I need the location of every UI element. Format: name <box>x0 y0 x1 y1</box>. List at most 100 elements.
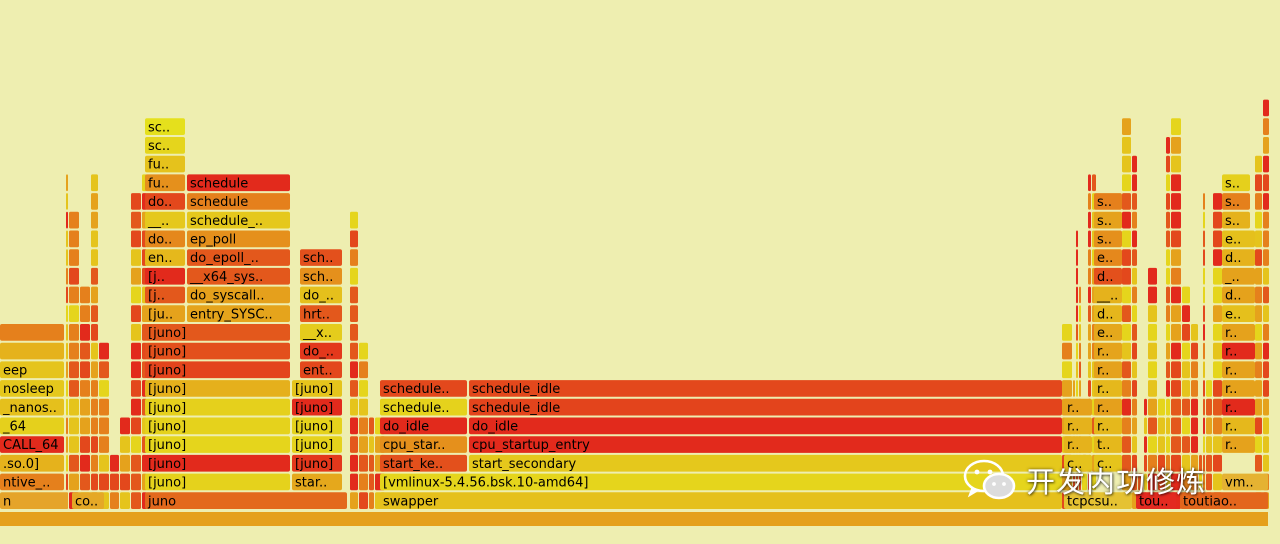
flame-frame-small[interactable] <box>359 492 368 509</box>
flame-frame-rect[interactable] <box>1222 436 1255 453</box>
flame-frame-small[interactable] <box>69 286 79 304</box>
flame-frame-small[interactable] <box>1166 305 1170 322</box>
flame-frame-small[interactable] <box>1171 155 1181 173</box>
flame-frame-rect[interactable] <box>469 417 1062 435</box>
flame-frame-small[interactable] <box>131 305 141 322</box>
flame-frame-small[interactable] <box>131 380 141 397</box>
flame-frame[interactable]: __.. <box>145 211 185 229</box>
flame-frame-small[interactable] <box>1171 342 1181 360</box>
flame-frame-small[interactable] <box>1088 324 1091 341</box>
flame-frame-rect[interactable] <box>0 454 64 472</box>
flame-frame-small[interactable] <box>1088 473 1091 491</box>
flame-frame-small[interactable] <box>1191 436 1198 453</box>
flame-frame[interactable]: r.. <box>1222 380 1255 397</box>
flame-frame-small[interactable] <box>99 342 109 360</box>
flame-frame-rect[interactable] <box>292 417 342 435</box>
flame-frame-small[interactable] <box>1166 324 1170 341</box>
flame-frame[interactable]: do_syscall.. <box>187 286 290 304</box>
flame-frame[interactable]: s.. <box>1094 193 1122 210</box>
flame-frame-small[interactable] <box>1206 454 1212 472</box>
flame-frame-small[interactable] <box>1148 398 1157 416</box>
flame-frame[interactable]: fu.. <box>145 155 185 173</box>
flame-frame[interactable]: [juno] <box>292 454 342 472</box>
flame-frame-rect[interactable] <box>1222 361 1255 379</box>
flame-frame-rect[interactable] <box>1222 286 1255 304</box>
flame-frame-small[interactable] <box>66 286 68 304</box>
flame-frame[interactable]: __x.. <box>300 324 342 341</box>
flame-frame-small[interactable] <box>1122 473 1131 491</box>
flame-frame[interactable]: do_.. <box>300 286 342 304</box>
flame-frame[interactable]: cpu_star.. <box>380 436 467 453</box>
flame-frame[interactable]: r.. <box>1222 324 1255 341</box>
flame-frame-rect[interactable] <box>300 324 342 341</box>
flame-frame-rect[interactable] <box>469 436 1062 453</box>
flame-frame-small[interactable] <box>66 249 68 266</box>
flame-frame-small[interactable] <box>1158 417 1165 435</box>
flame-frame-small[interactable] <box>1171 174 1181 192</box>
flame-frame-small[interactable] <box>66 361 68 379</box>
flame-frame-rect[interactable] <box>0 324 64 341</box>
flame-frame[interactable]: [j.. <box>145 267 185 285</box>
flame-frame-small[interactable] <box>1213 342 1222 360</box>
flame-frame-small[interactable] <box>1088 361 1091 379</box>
flame-frame-small[interactable] <box>69 417 79 435</box>
flame-frame-small[interactable] <box>1158 473 1165 491</box>
flame-frame[interactable]: d.. <box>1222 286 1255 304</box>
flame-frame-small[interactable] <box>1132 249 1137 266</box>
flame-frame-rect[interactable] <box>469 398 1062 416</box>
flame-frame-small[interactable] <box>1166 342 1170 360</box>
flame-frame-small[interactable] <box>1263 305 1269 322</box>
flame-frame-small[interactable] <box>120 417 130 435</box>
flame-frame-rect[interactable] <box>1094 230 1122 248</box>
flame-frame[interactable]: nosleep <box>0 380 64 397</box>
flame-frame-rect[interactable] <box>380 380 467 397</box>
flame-frame[interactable]: s.. <box>1094 230 1122 248</box>
flame-frame-small[interactable] <box>1079 473 1081 491</box>
flame-frame-small[interactable] <box>1191 361 1198 379</box>
flame-frame[interactable]: do_.. <box>300 342 342 360</box>
flame-frame-rect[interactable] <box>292 473 342 491</box>
flame-frame-small[interactable] <box>350 249 358 266</box>
flame-frame-small[interactable] <box>1203 249 1205 266</box>
flame-frame-small[interactable] <box>80 361 90 379</box>
flame-frame-rect[interactable] <box>1222 174 1250 192</box>
flame-frame-small[interactable] <box>1213 380 1222 397</box>
flame-frame-small[interactable] <box>1132 155 1137 173</box>
flame-frame[interactable]: [juno] <box>292 380 342 397</box>
flame-frame[interactable]: ent.. <box>300 361 342 378</box>
flame-frame-small[interactable] <box>66 324 68 341</box>
flame-frame[interactable]: [juno] <box>145 380 290 397</box>
flame-frame-small[interactable] <box>359 473 368 491</box>
flame-frame-small[interactable] <box>1132 305 1137 322</box>
flame-frame-small[interactable] <box>66 193 68 210</box>
flame-frame-small[interactable] <box>120 473 130 491</box>
flame-frame-small[interactable] <box>359 342 368 360</box>
flame-frame-small[interactable] <box>69 436 79 453</box>
flame-frame[interactable]: e.. <box>1094 249 1122 266</box>
flame-frame[interactable]: s.. <box>1222 193 1250 210</box>
flame-frame-rect[interactable] <box>1222 473 1268 491</box>
flame-frame-small[interactable] <box>1213 361 1222 379</box>
flame-frame[interactable]: r.. <box>1064 436 1092 453</box>
flame-frame-rect[interactable] <box>187 211 290 229</box>
flame-frame[interactable]: do.. <box>145 230 185 248</box>
flame-frame-small[interactable] <box>69 211 79 229</box>
flame-frame-small[interactable] <box>1203 342 1205 360</box>
flame-frame-rect[interactable] <box>292 380 342 397</box>
flame-frame-small[interactable] <box>350 454 358 472</box>
flame-frame[interactable]: fu.. <box>145 174 185 191</box>
flame-frame-small[interactable] <box>1076 286 1078 304</box>
flame-frame-small[interactable] <box>131 230 141 248</box>
flame-frame-small[interactable] <box>1166 267 1170 285</box>
flame-frame-small[interactable] <box>1122 305 1131 322</box>
flame-frame-small[interactable] <box>131 324 141 341</box>
flame-frame-small[interactable] <box>91 342 98 360</box>
flame-frame-rect[interactable] <box>145 267 185 285</box>
flame-frame-small[interactable] <box>1263 398 1269 416</box>
flame-frame-small[interactable] <box>1263 342 1269 360</box>
flame-frame-small[interactable] <box>1092 174 1096 192</box>
flame-frame-small[interactable] <box>1144 473 1147 491</box>
flame-frame-small[interactable] <box>1122 230 1131 248</box>
flame-frame-small[interactable] <box>66 398 68 416</box>
flame-frame-small[interactable] <box>359 380 368 397</box>
